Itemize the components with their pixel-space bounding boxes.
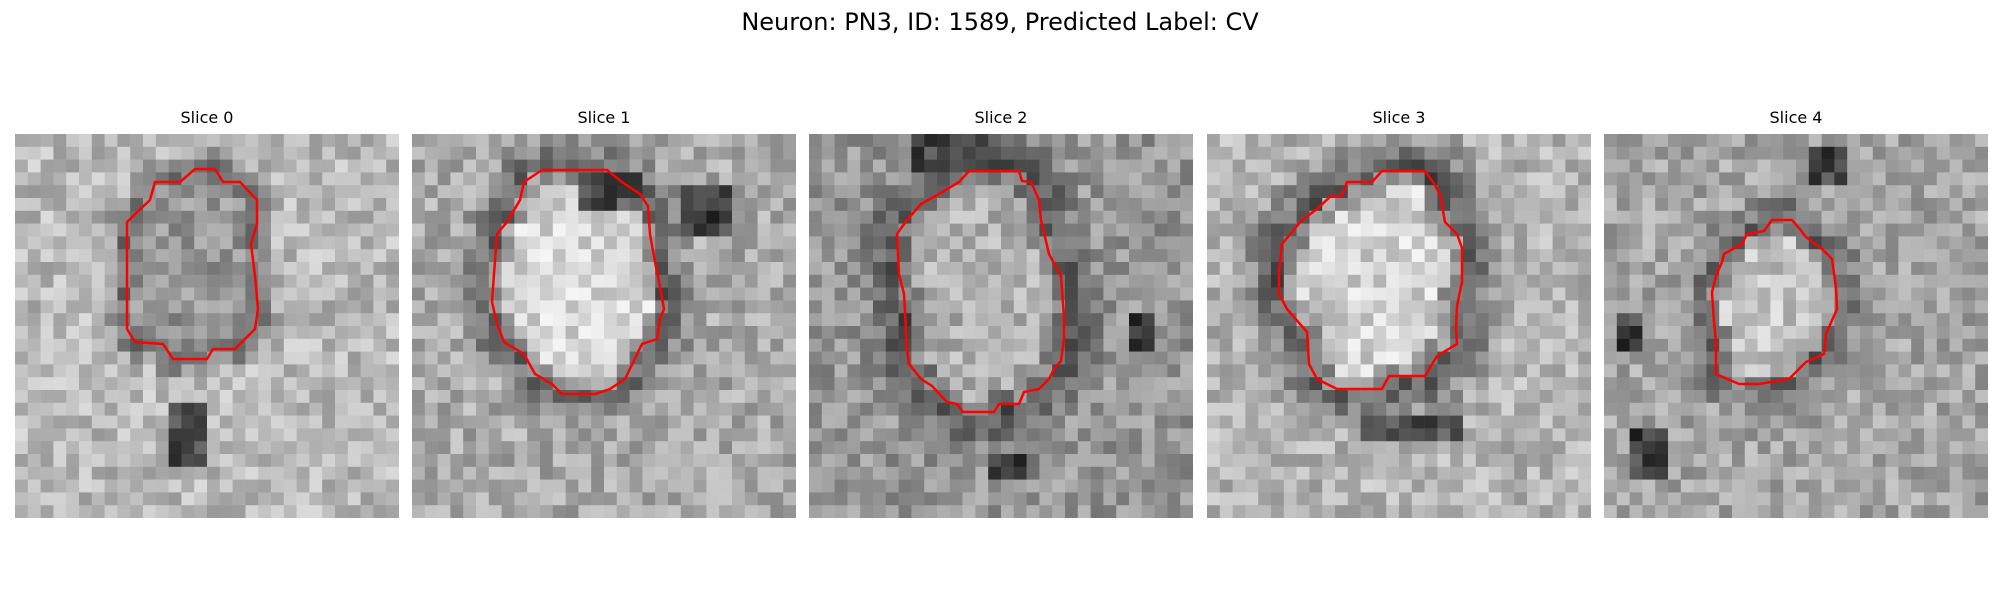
slice-image-1 xyxy=(412,134,796,518)
figure-title: Neuron: PN3, ID: 1589, Predicted Label: … xyxy=(741,8,1259,36)
slice-image-3 xyxy=(1207,134,1591,518)
slice-title-1: Slice 1 xyxy=(577,108,631,127)
segmentation-contour-4 xyxy=(1710,218,1839,386)
slice-title-3: Slice 3 xyxy=(1372,108,1426,127)
slice-image-4 xyxy=(1604,134,1988,518)
segmentation-contour-0 xyxy=(125,167,260,361)
segmentation-contour-3 xyxy=(1277,169,1464,391)
slice-title-4: Slice 4 xyxy=(1769,108,1823,127)
slice-title-2: Slice 2 xyxy=(974,108,1028,127)
segmentation-contour-1 xyxy=(490,168,666,396)
slice-title-0: Slice 0 xyxy=(180,108,234,127)
slice-image-0 xyxy=(15,134,399,518)
segmentation-contour-2 xyxy=(895,169,1066,414)
slice-image-2 xyxy=(809,134,1193,518)
